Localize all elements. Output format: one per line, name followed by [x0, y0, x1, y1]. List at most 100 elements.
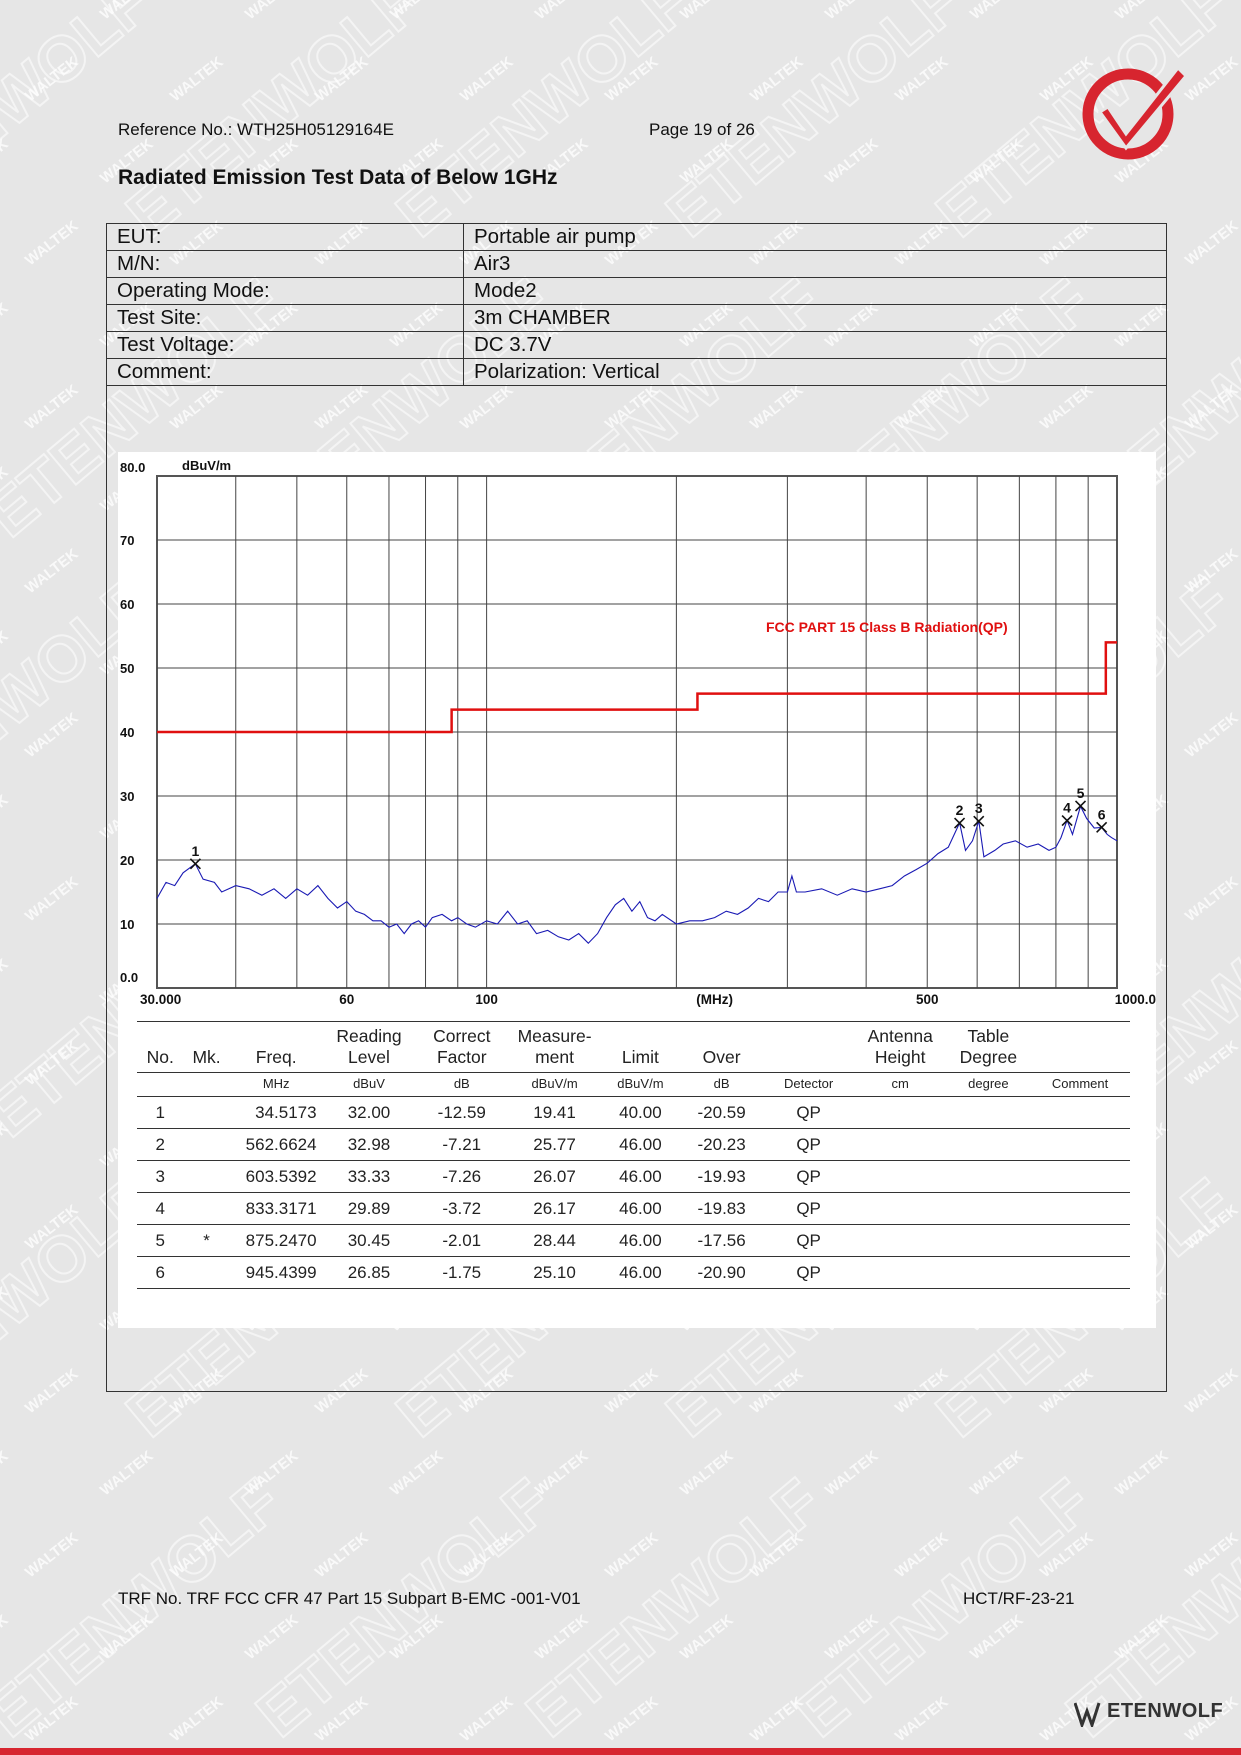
x-tick-label: 60: [339, 992, 354, 1007]
peak-marker-label: 2: [956, 802, 964, 818]
watermark-text: WALTEK: [0, 955, 12, 1007]
results-cell: 875.2470: [245, 1230, 317, 1250]
footer-accent-bar: [0, 1748, 1241, 1755]
results-cell: 26.17: [533, 1198, 576, 1218]
results-cell: [1030, 1161, 1130, 1193]
watermark-text: WALTEK: [0, 1447, 12, 1499]
results-cell: 34.5173: [255, 1102, 317, 1122]
watermark-text: WALTEK: [0, 791, 12, 843]
results-cell: [183, 1129, 229, 1161]
y-tick-label: 50: [120, 661, 134, 676]
watermark-text: WALTEK: [967, 135, 1027, 187]
watermark-text: WALTEK: [457, 1529, 517, 1581]
results-cell: QP: [796, 1198, 821, 1218]
watermark-text: WALTEK: [1182, 1365, 1241, 1417]
results-cell: [854, 1225, 947, 1257]
info-label: Operating Mode:: [106, 277, 464, 305]
info-label: Test Site:: [106, 304, 464, 332]
results-cell: [854, 1129, 947, 1161]
watermark-text: WALTEK: [167, 1693, 227, 1745]
watermark-text: WALTEK: [532, 1447, 592, 1499]
results-cell: [947, 1161, 1031, 1193]
watermark-text: WALTEK: [22, 1037, 82, 1089]
results-table-container: No. Mk. Freq. Reading Level Correct Factor Me…: [137, 1021, 1130, 1289]
watermark-text: WALTEK: [22, 53, 82, 105]
watermark-text: WALTEK: [1182, 1201, 1241, 1253]
y-tick-label: 10: [120, 917, 134, 932]
watermark-text: WALTEK: [22, 873, 82, 925]
results-cell: 26.07: [533, 1166, 576, 1186]
watermark-text: WALTEK: [167, 1529, 227, 1581]
results-cell: 46.00: [619, 1166, 662, 1186]
results-cell: 4: [155, 1198, 165, 1218]
results-cell: QP: [796, 1134, 821, 1154]
watermark-text: WALTEK: [0, 299, 12, 351]
document-code: HCT/RF-23-21: [963, 1589, 1075, 1608]
watermark-text: WALTEK: [677, 0, 737, 23]
y-tick-label: 0.0: [120, 970, 138, 985]
results-row: 2 562.6624 32.98 -7.21 25.77 46.00 -20.23 QP: [137, 1128, 1130, 1161]
watermark-text: WALTEK: [677, 1447, 737, 1499]
results-cell: [854, 1097, 947, 1129]
info-row: Comment: Polarization: Vertical: [106, 358, 1167, 386]
watermark-text: WALTEK: [1112, 1447, 1172, 1499]
info-row: M/N: Air3: [106, 250, 1167, 278]
watermark-text: WALTEK: [0, 627, 12, 679]
watermark-text: WALTEK: [22, 217, 82, 269]
watermark-text: WALTEK: [387, 1611, 447, 1663]
results-cell: 6: [155, 1262, 165, 1282]
results-unit: [137, 1073, 183, 1097]
info-value: Portable air pump: [463, 223, 1167, 251]
results-cell: [854, 1257, 947, 1289]
watermark-text: WALTEK: [22, 1693, 82, 1745]
results-cell: [183, 1097, 229, 1129]
results-cell: -20.90: [697, 1262, 746, 1282]
results-cell: [854, 1193, 947, 1225]
results-cell: -19.83: [697, 1198, 746, 1218]
reference-number: Reference No.: WTH25H05129164E: [118, 120, 394, 139]
results-cell: [947, 1225, 1031, 1257]
waltek-logo-icon: [1082, 65, 1189, 160]
results-cell: -20.59: [697, 1102, 746, 1122]
x-tick-label: 500: [916, 992, 939, 1007]
peak-marker: 2: [953, 802, 966, 829]
results-column-header: No.: [146, 1047, 174, 1067]
watermark-text: WALTEK: [892, 53, 952, 105]
results-cell: 1: [155, 1102, 165, 1122]
peak-marker: 5: [1074, 785, 1087, 812]
results-unit: dB: [453, 1076, 470, 1091]
results-unit: Comment: [1051, 1076, 1109, 1091]
results-cell: 945.4399: [245, 1262, 317, 1282]
y-axis-label: dBuV/m: [182, 458, 231, 473]
results-cell: 46.00: [619, 1230, 662, 1250]
info-label: Test Voltage:: [106, 331, 464, 359]
y-tick-label: 20: [120, 853, 134, 868]
results-column-header: Over: [702, 1047, 741, 1067]
results-row: 4 833.3171 29.89 -3.72 26.17 46.00 -19.83 QP: [137, 1192, 1130, 1225]
results-cell: [947, 1097, 1031, 1129]
info-value: DC 3.7V: [463, 331, 1167, 359]
info-label: M/N:: [106, 250, 464, 278]
results-cell: [1030, 1257, 1130, 1289]
info-label: EUT:: [106, 223, 464, 251]
watermark-text: WALTEK: [22, 709, 82, 761]
peak-marker: 4: [1061, 800, 1073, 827]
watermark-text: WALTEK: [1182, 53, 1241, 105]
results-cell: -19.93: [697, 1166, 746, 1186]
watermark-text: WALTEK: [0, 135, 12, 187]
results-cell: 5: [155, 1230, 165, 1250]
watermark-text: WALTEK: [1182, 1037, 1241, 1089]
watermark-text: WALTEK: [242, 1611, 302, 1663]
watermark-text: WALTEK: [1182, 709, 1241, 761]
watermark-text: WALTEK: [747, 1693, 807, 1745]
watermark-text: WALTEK: [532, 1611, 592, 1663]
results-cell: QP: [796, 1262, 821, 1282]
watermark-text: WALTEK: [387, 1447, 447, 1499]
watermark-text: WALTEK: [167, 53, 227, 105]
results-row: 3 603.5392 33.33 -7.26 26.07 46.00 -19.93 QP: [137, 1160, 1130, 1193]
results-cell: [854, 1161, 947, 1193]
results-cell: -7.21: [442, 1134, 482, 1154]
watermark-text: WALTEK: [312, 1693, 372, 1745]
results-unit: dBuV/m: [531, 1076, 578, 1091]
results-column-header: Antenna Height: [867, 1026, 933, 1067]
